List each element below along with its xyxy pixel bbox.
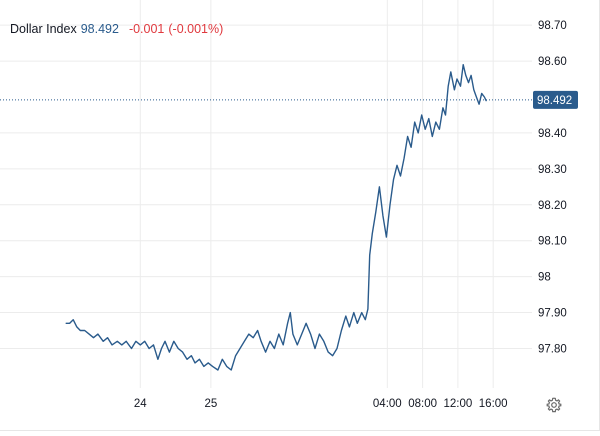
x-tick-label: 08:00: [408, 398, 437, 410]
current-price-label: 98.492: [533, 90, 578, 109]
price-change: -0.001: [128, 22, 165, 36]
grid: [0, 0, 532, 388]
x-tick-label: 04:00: [373, 398, 402, 410]
series-line: [65, 64, 487, 371]
x-tick-label: 12:00: [443, 398, 472, 410]
y-tick-label: 98: [538, 272, 551, 284]
series-layer: [65, 64, 487, 371]
y-tick-label: 97.90: [538, 308, 567, 320]
y-tick-label: 98.40: [538, 128, 567, 140]
last-price: 98.492: [80, 22, 119, 36]
gear-icon[interactable]: [546, 397, 562, 413]
chart-legend: Dollar Index 98.492 -0.001 (-0.001%): [10, 21, 223, 37]
y-axis: 98.70 98.60 98.40 98.30 98.20 98.10 98 97.90 97.…: [538, 20, 567, 355]
price-change-percent: (-0.001%): [168, 22, 224, 36]
x-tick-label: 16:00: [479, 398, 508, 410]
x-tick-label: 25: [204, 398, 217, 410]
y-tick-label: 97.80: [538, 343, 567, 355]
y-tick-label: 98.20: [538, 200, 567, 212]
price-label-text: 98.492: [537, 95, 572, 107]
x-axis: 24 25 04:00 08:00 12:00 16:00: [134, 398, 508, 410]
x-tick-label: 24: [134, 398, 147, 410]
y-tick-label: 98.10: [538, 236, 567, 248]
price-label-box: [533, 90, 578, 109]
symbol-name: Dollar Index: [10, 22, 77, 36]
y-tick-label: 98.70: [538, 20, 567, 32]
y-tick-label: 98.60: [538, 56, 567, 68]
y-tick-label: 98.30: [538, 164, 567, 176]
